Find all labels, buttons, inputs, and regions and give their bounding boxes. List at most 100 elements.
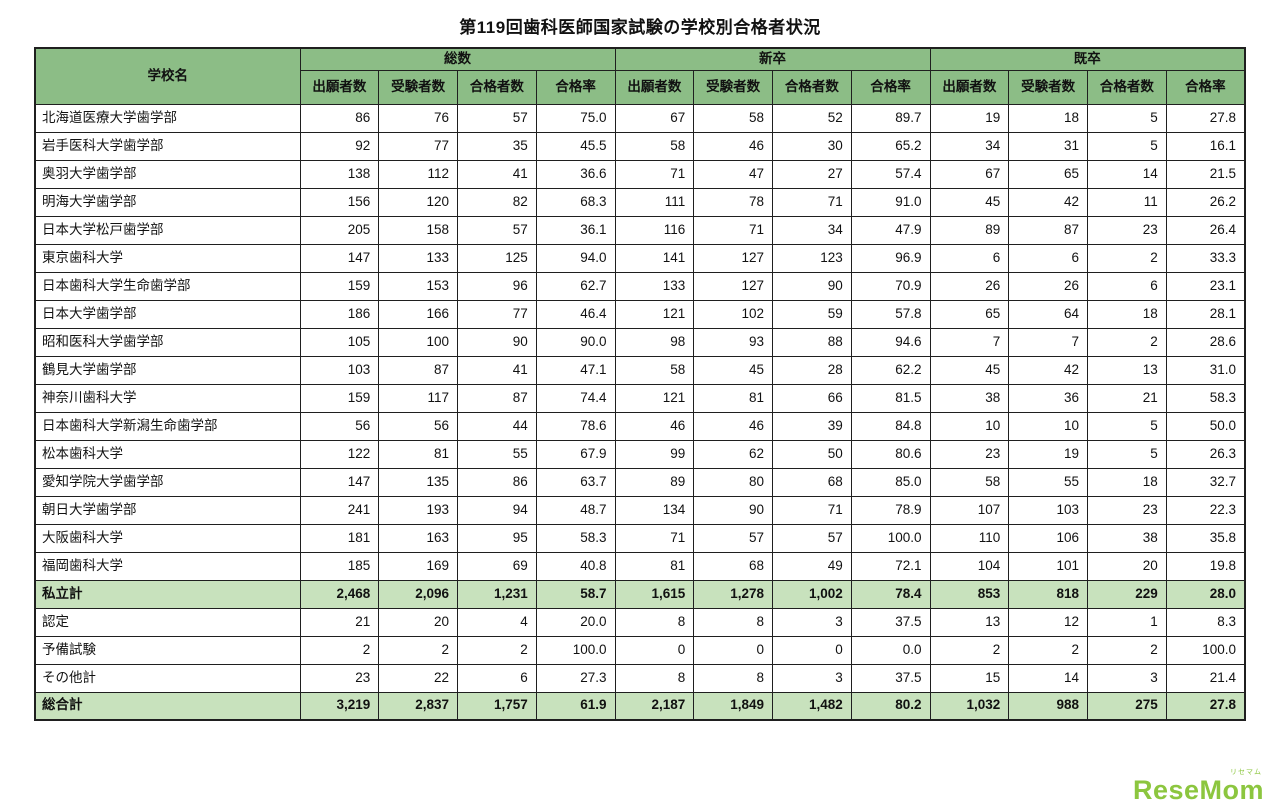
value-cell: 42 xyxy=(1008,187,1088,217)
col-header-passers: 合格者数 xyxy=(772,69,852,105)
value-cell: 23 xyxy=(299,663,380,693)
value-cell: 31 xyxy=(1008,131,1088,161)
value-cell: 121 xyxy=(614,299,695,329)
value-cell: 80 xyxy=(693,467,773,497)
col-header-examinees: 受験者数 xyxy=(1008,69,1088,105)
value-cell: 82 xyxy=(457,187,537,217)
table-row: その他計 23 22 6 27.3 8 8 3 37.5 15 14 3 21.4 xyxy=(34,663,1246,693)
value-cell: 5 xyxy=(1087,439,1167,469)
value-cell: 58.3 xyxy=(1165,383,1246,413)
col-header-examinees: 受験者数 xyxy=(693,69,773,105)
value-cell: 120 xyxy=(378,187,458,217)
value-cell: 23 xyxy=(929,439,1010,469)
value-cell: 1,032 xyxy=(929,691,1010,721)
table-body: 北海道医療大学歯学部 86 76 57 75.0 67 58 52 89.7 19 18 5 27.8 岩… xyxy=(34,103,1246,721)
value-cell: 101 xyxy=(1008,551,1088,581)
value-cell: 57 xyxy=(772,523,852,553)
school-name-cell: 認定 xyxy=(34,607,301,637)
value-cell: 21 xyxy=(1087,383,1167,413)
value-cell: 78 xyxy=(693,187,773,217)
value-cell: 81 xyxy=(378,439,458,469)
value-cell: 52 xyxy=(772,103,852,133)
table-row: 予備試験 2 2 2 100.0 0 0 0 0.0 2 2 2 100.0 xyxy=(34,635,1246,665)
value-cell: 1,002 xyxy=(772,579,852,609)
value-cell: 6 xyxy=(1008,243,1088,273)
value-cell: 87 xyxy=(378,355,458,385)
value-cell: 2,837 xyxy=(378,691,458,721)
value-cell: 90.0 xyxy=(535,327,616,357)
value-cell: 40.8 xyxy=(535,551,616,581)
value-cell: 0 xyxy=(614,635,695,665)
school-name-cell: 北海道医療大学歯学部 xyxy=(34,103,301,133)
value-cell: 159 xyxy=(299,383,380,413)
value-cell: 5 xyxy=(1087,103,1167,133)
value-cell: 111 xyxy=(614,187,695,217)
value-cell: 3 xyxy=(772,607,852,637)
value-cell: 14 xyxy=(1008,663,1088,693)
value-cell: 68 xyxy=(693,551,773,581)
value-cell: 38 xyxy=(929,383,1010,413)
value-cell: 59 xyxy=(772,299,852,329)
value-cell: 153 xyxy=(378,271,458,301)
value-cell: 241 xyxy=(299,495,380,525)
value-cell: 112 xyxy=(378,159,458,189)
value-cell: 77 xyxy=(378,131,458,161)
value-cell: 181 xyxy=(299,523,380,553)
value-cell: 90 xyxy=(693,495,773,525)
value-cell: 68 xyxy=(772,467,852,497)
value-cell: 94 xyxy=(457,495,537,525)
value-cell: 7 xyxy=(1008,327,1088,357)
school-name-cell: 愛知学院大学歯学部 xyxy=(34,467,301,497)
school-name-cell: 日本歯科大学新潟生命歯学部 xyxy=(34,411,301,441)
value-cell: 67.9 xyxy=(535,439,616,469)
table-row: 総合計 3,219 2,837 1,757 61.9 2,187 1,849 1,482 80.… xyxy=(34,691,1246,721)
value-cell: 20 xyxy=(378,607,458,637)
value-cell: 96 xyxy=(457,271,537,301)
value-cell: 2,187 xyxy=(614,691,695,721)
value-cell: 90 xyxy=(772,271,852,301)
value-cell: 229 xyxy=(1087,579,1167,609)
value-cell: 35.8 xyxy=(1165,523,1246,553)
value-cell: 6 xyxy=(457,663,537,693)
value-cell: 18 xyxy=(1087,299,1167,329)
value-cell: 80.6 xyxy=(850,439,931,469)
value-cell: 18 xyxy=(1087,467,1167,497)
value-cell: 16.1 xyxy=(1165,131,1246,161)
value-cell: 55 xyxy=(457,439,537,469)
value-cell: 58 xyxy=(693,103,773,133)
value-cell: 71 xyxy=(772,495,852,525)
value-cell: 99 xyxy=(614,439,695,469)
value-cell: 37.5 xyxy=(850,607,931,637)
results-table: 学校名 総数 新卒 既卒 出願者数 受験者数 合格者数 合格率 出願者数 受験者… xyxy=(34,47,1246,721)
school-name-cell: 私立計 xyxy=(34,579,301,609)
value-cell: 74.4 xyxy=(535,383,616,413)
value-cell: 81.5 xyxy=(850,383,931,413)
value-cell: 5 xyxy=(1087,411,1167,441)
value-cell: 56 xyxy=(378,411,458,441)
group-header-row: 学校名 総数 新卒 既卒 xyxy=(34,47,1246,105)
value-cell: 44 xyxy=(457,411,537,441)
group-header-new-grad: 新卒 xyxy=(614,47,931,71)
value-cell: 11 xyxy=(1087,187,1167,217)
value-cell: 57 xyxy=(457,215,537,245)
value-cell: 34 xyxy=(929,131,1010,161)
value-cell: 71 xyxy=(614,523,695,553)
value-cell: 45 xyxy=(929,187,1010,217)
value-cell: 18 xyxy=(1008,103,1088,133)
value-cell: 185 xyxy=(299,551,380,581)
value-cell: 20.0 xyxy=(535,607,616,637)
value-cell: 7 xyxy=(929,327,1010,357)
value-cell: 2 xyxy=(1087,327,1167,357)
col-header-applicants: 出願者数 xyxy=(614,69,695,105)
value-cell: 275 xyxy=(1087,691,1167,721)
value-cell: 8 xyxy=(614,607,695,637)
value-cell: 988 xyxy=(1008,691,1088,721)
value-cell: 67 xyxy=(614,103,695,133)
value-cell: 26.4 xyxy=(1165,215,1246,245)
value-cell: 27 xyxy=(772,159,852,189)
value-cell: 95 xyxy=(457,523,537,553)
value-cell: 39 xyxy=(772,411,852,441)
value-cell: 36.6 xyxy=(535,159,616,189)
value-cell: 3,219 xyxy=(299,691,380,721)
value-cell: 67 xyxy=(929,159,1010,189)
